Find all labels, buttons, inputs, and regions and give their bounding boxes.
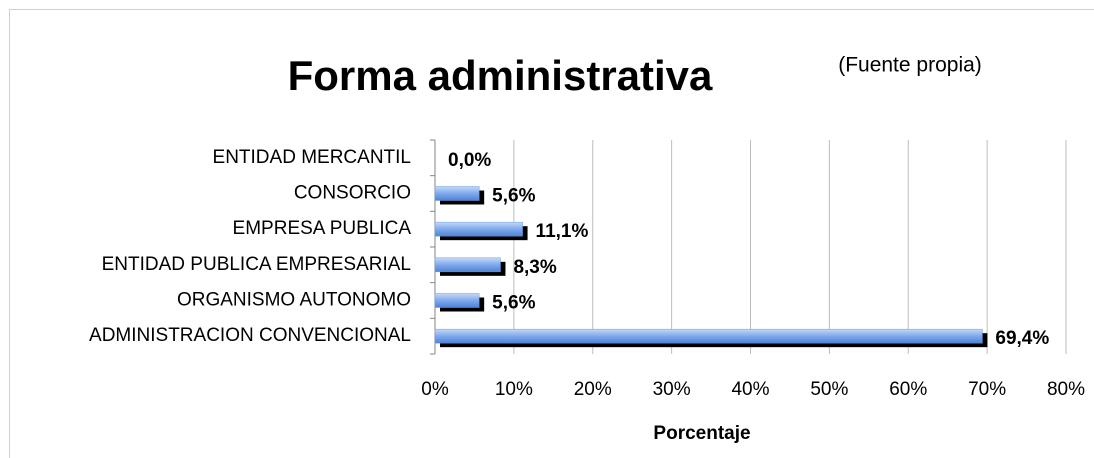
y-tick-label: CONSORCIO	[294, 183, 411, 204]
value-label: 11,1%	[536, 221, 589, 242]
x-tick-label: 0%	[421, 379, 449, 400]
x-tick-label: 80%	[1047, 379, 1085, 400]
value-label: 0,0%	[448, 150, 491, 171]
bar	[434, 186, 480, 201]
value-label: 5,6%	[492, 293, 535, 314]
x-tick-label: 60%	[889, 379, 927, 400]
annotation: (Fuente propia)	[838, 54, 982, 77]
chart-border	[9, 9, 1094, 458]
x-tick-label: 50%	[810, 379, 848, 400]
x-tick-label: 40%	[731, 379, 769, 400]
value-label: 8,3%	[513, 257, 556, 278]
bar	[434, 293, 480, 308]
x-tick-label: 10%	[495, 379, 533, 400]
bar	[434, 328, 983, 344]
y-tick-label: ORGANISMO AUTONOMO	[177, 290, 411, 311]
x-axis-label: Porcentaje	[653, 423, 750, 444]
chart-title: Forma administrativa	[288, 52, 713, 99]
value-label: 69,4%	[995, 328, 1049, 349]
y-tick-label: ADMINISTRACION CONVENCIONAL	[89, 325, 411, 346]
value-label: 5,6%	[492, 186, 535, 207]
x-tick-label: 30%	[653, 379, 691, 400]
y-tick-label: ENTIDAD MERCANTIL	[213, 147, 411, 168]
bar	[434, 257, 501, 273]
x-tick-label: 20%	[574, 379, 612, 400]
bar	[434, 221, 523, 237]
y-tick-label: ENTIDAD PUBLICA EMPRESARIAL	[102, 254, 411, 275]
y-tick-label: EMPRESA PUBLICA	[233, 218, 412, 239]
x-tick-label: 70%	[968, 379, 1006, 400]
